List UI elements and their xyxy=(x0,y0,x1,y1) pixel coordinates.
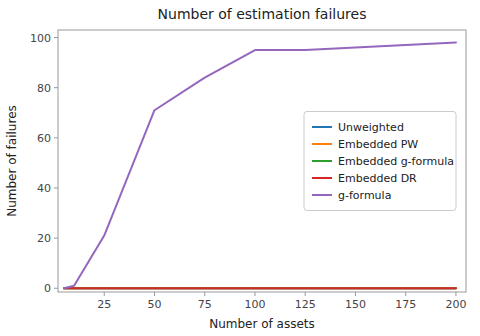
legend-box xyxy=(304,112,456,211)
y-tick xyxy=(54,37,58,38)
x-tick-label: 175 xyxy=(395,298,416,311)
legend-label: Unweighted xyxy=(338,121,404,134)
plot-frame xyxy=(58,30,466,292)
y-tick xyxy=(54,187,58,188)
y-axis-label: Number of failures xyxy=(5,105,19,217)
plot-area xyxy=(64,43,456,289)
title: Number of estimation failures xyxy=(158,6,367,22)
series-line xyxy=(64,287,456,289)
x-tick xyxy=(305,292,306,296)
series-line xyxy=(64,287,456,289)
legend-swatch xyxy=(312,143,332,145)
x-tick-label: 100 xyxy=(244,298,265,311)
x-tick-label: 200 xyxy=(445,298,466,311)
x-tick-label: 150 xyxy=(345,298,366,311)
y-tick-label: 60 xyxy=(37,132,51,145)
x-tick-label: 50 xyxy=(147,298,161,311)
x-tick xyxy=(405,292,406,296)
x-tick xyxy=(104,292,105,296)
x-tick xyxy=(355,292,356,296)
series-line xyxy=(64,287,456,289)
x-tick-label: 25 xyxy=(97,298,111,311)
series-line xyxy=(64,287,456,289)
x-tick-label: 125 xyxy=(295,298,316,311)
y-tick-label: 0 xyxy=(44,282,51,295)
legend: Unweighted Embedded PW Embedded g-formula E… xyxy=(304,112,456,211)
x-axis-label: Number of assets xyxy=(209,317,315,331)
legend-swatch xyxy=(312,126,332,128)
x-tick xyxy=(204,292,205,296)
legend-swatch xyxy=(312,160,332,162)
y-tick xyxy=(54,288,58,289)
legend-label: Embedded g-formula xyxy=(338,155,454,168)
chart: Number of estimation failures 25 50 75 100 12… xyxy=(0,0,480,336)
x-tick xyxy=(254,292,255,296)
legend-swatch xyxy=(312,194,332,196)
chart-container: Number of estimation failures 25 50 75 100 12… xyxy=(0,0,480,336)
x-tick xyxy=(154,292,155,296)
x-tick-label: 75 xyxy=(198,298,212,311)
y-tick-label: 40 xyxy=(37,182,51,195)
legend-label: Embedded PW xyxy=(338,138,418,151)
legend-label: Embedded DR xyxy=(338,172,417,185)
y-tick xyxy=(54,238,58,239)
legend-swatch xyxy=(312,177,332,179)
series-line xyxy=(64,43,456,289)
y-tick-label: 80 xyxy=(37,82,51,95)
x-tick xyxy=(455,292,456,296)
y-tick-label: 20 xyxy=(37,232,51,245)
y-tick xyxy=(54,87,58,88)
y-tick xyxy=(54,137,58,138)
y-tick-label: 100 xyxy=(30,32,51,45)
legend-label: g-formula xyxy=(338,189,391,202)
